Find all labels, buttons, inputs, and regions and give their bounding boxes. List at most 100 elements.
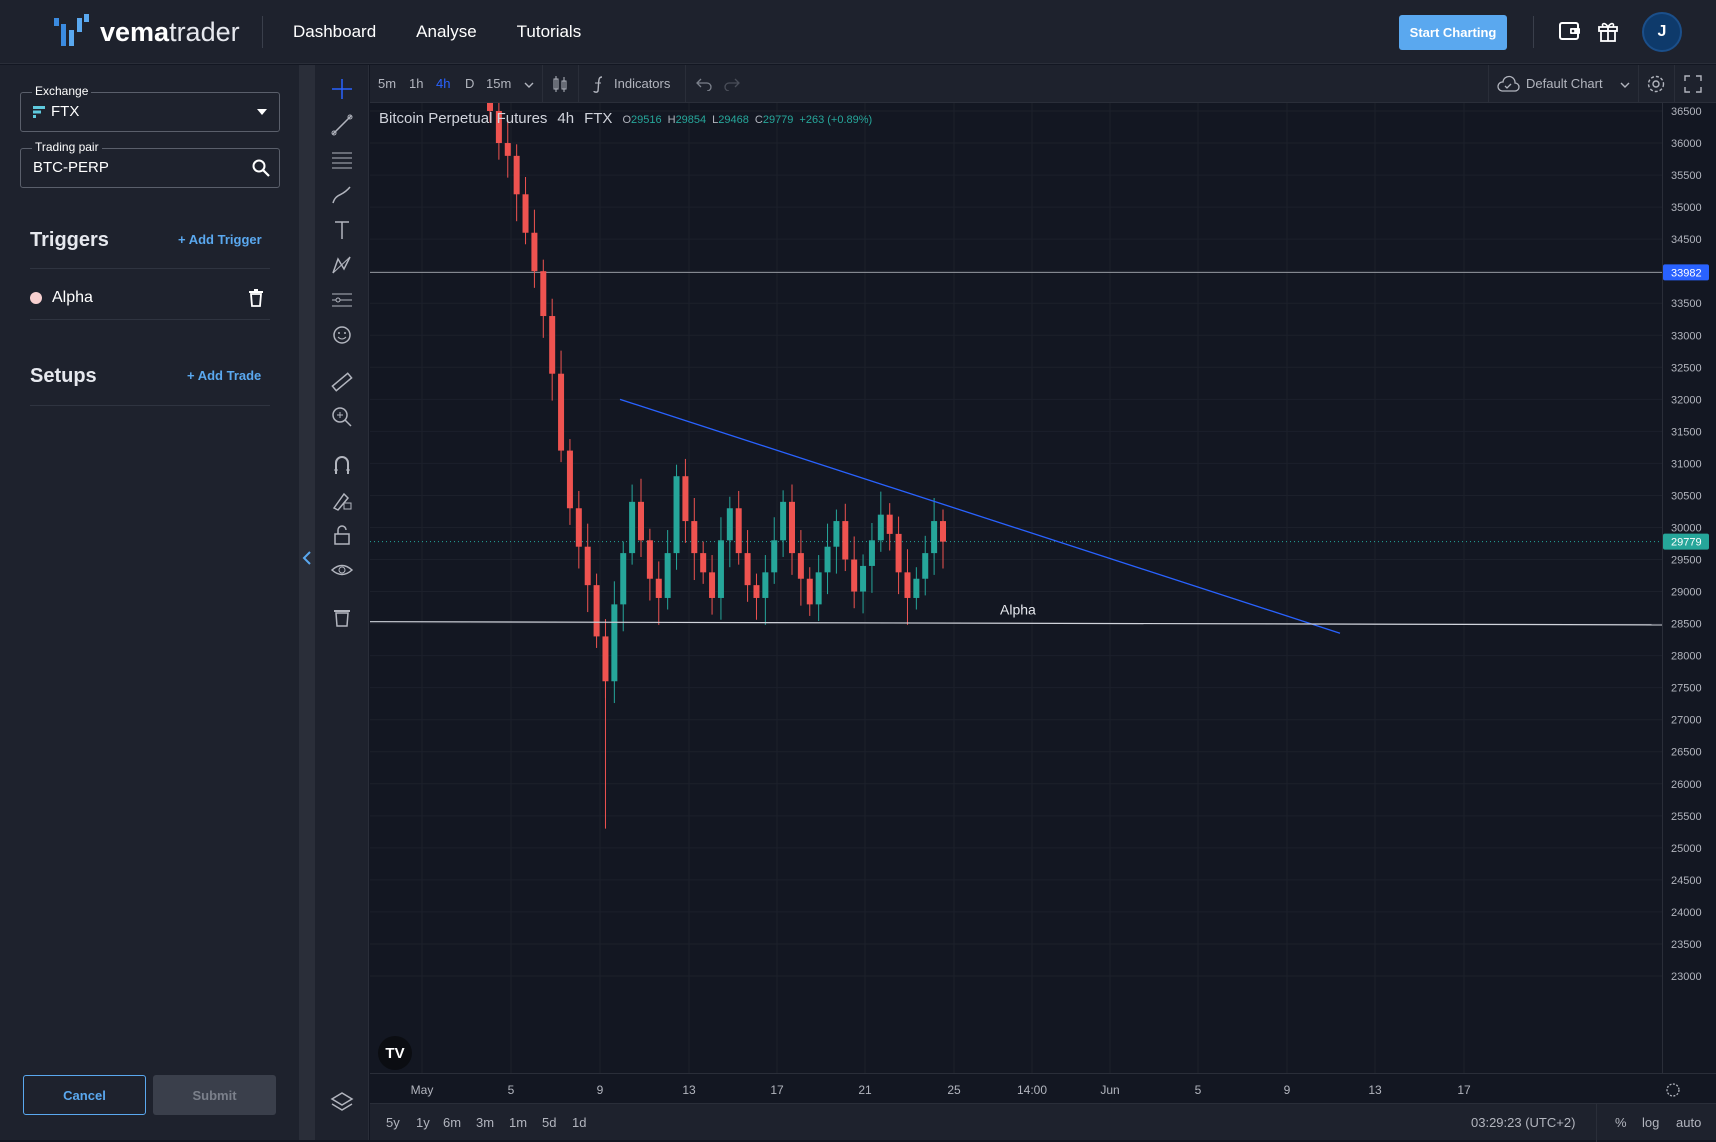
start-charting-button[interactable]: Start Charting <box>1399 15 1507 50</box>
candle-body <box>646 540 653 579</box>
candle-body <box>904 572 911 598</box>
function-icon[interactable] <box>590 75 608 93</box>
chart-toolbar: 5m 1h 4h D 15m Indicators Default Chart <box>370 65 1716 103</box>
cloud-icon[interactable] <box>1496 75 1520 93</box>
zoom-in-icon[interactable] <box>330 405 354 429</box>
eye-icon[interactable] <box>330 558 354 582</box>
nav-tutorials[interactable]: Tutorials <box>516 22 582 41</box>
indicators-button[interactable]: Indicators <box>614 76 671 91</box>
nav-analyse[interactable]: Analyse <box>416 22 477 41</box>
candle-body <box>913 578 920 598</box>
candle <box>682 458 689 543</box>
price-axis[interactable]: 3650036000355003500034500340003350033000… <box>1662 103 1716 1073</box>
candle-body <box>780 501 787 541</box>
candle <box>495 93 502 160</box>
candle <box>558 350 565 463</box>
brand-logo[interactable]: vematrader <box>52 14 240 50</box>
timeframe-d[interactable]: D <box>465 76 475 91</box>
legend-symbol[interactable]: Bitcoin Perpetual Futures <box>379 110 548 127</box>
candle-body <box>824 546 831 573</box>
percent-toggle[interactable]: % <box>1615 1115 1627 1130</box>
undo-icon[interactable] <box>696 77 712 91</box>
tradingview-logo[interactable]: TV <box>378 1036 412 1070</box>
add-trigger-link[interactable]: + Add Trigger <box>178 232 262 247</box>
candle-body <box>566 450 573 509</box>
user-avatar[interactable]: J <box>1642 12 1682 52</box>
trend-line-icon[interactable] <box>330 113 354 137</box>
candle-body <box>833 521 840 547</box>
candle <box>913 567 920 610</box>
trash-icon[interactable] <box>330 605 354 629</box>
ruler-icon[interactable] <box>330 370 354 394</box>
candle <box>895 516 902 595</box>
timeframe-5m[interactable]: 5m <box>378 76 397 91</box>
time-tick-label: Jun <box>1100 1083 1119 1097</box>
sidebar-collapse-strip[interactable] <box>300 65 315 1140</box>
lock-pencil-icon[interactable] <box>330 488 354 512</box>
exchange-select[interactable]: Exchange FTX <box>20 84 280 132</box>
pattern-icon[interactable] <box>330 253 354 277</box>
layout-name[interactable]: Default Chart <box>1526 76 1603 91</box>
candles-icon[interactable] <box>550 74 570 94</box>
submit-button[interactable]: Submit <box>153 1075 276 1115</box>
horizontal-lines-icon[interactable] <box>330 148 354 172</box>
candle-body <box>593 585 600 637</box>
price-chart[interactable]: Alpha <box>369 80 1663 1073</box>
candle-body <box>504 143 511 156</box>
log-toggle[interactable]: log <box>1642 1115 1660 1130</box>
range-1d[interactable]: 1d <box>572 1115 587 1130</box>
search-icon[interactable] <box>251 158 271 178</box>
candle <box>940 509 946 569</box>
time-tick-label: 17 <box>770 1083 784 1097</box>
cancel-button[interactable]: Cancel <box>23 1075 146 1115</box>
trash-icon[interactable] <box>248 289 264 307</box>
price-tick-label: 34500 <box>1671 234 1702 246</box>
lock-icon[interactable] <box>330 523 354 547</box>
layers-icon[interactable] <box>330 1090 354 1114</box>
candle-body <box>655 578 662 598</box>
range-6m[interactable]: 6m <box>443 1115 462 1130</box>
fullscreen-icon[interactable] <box>1684 75 1702 93</box>
gear-icon[interactable] <box>1646 74 1666 94</box>
chevron-left-icon[interactable] <box>302 550 312 566</box>
candle <box>922 535 929 596</box>
candle <box>593 573 600 648</box>
emoji-icon[interactable] <box>330 323 354 347</box>
wallet-icon[interactable] <box>1558 19 1582 43</box>
legend-exchange: FTX <box>584 110 613 127</box>
candle <box>797 530 804 606</box>
gear-icon <box>1666 1083 1680 1097</box>
add-trade-link[interactable]: + Add Trade <box>187 368 262 383</box>
auto-toggle[interactable]: auto <box>1676 1115 1702 1130</box>
trading-pair-input[interactable]: Trading pair BTC-PERP <box>20 140 280 188</box>
chart-pane[interactable]: Alpha <box>369 80 1663 1073</box>
range-1m[interactable]: 1m <box>509 1115 528 1130</box>
candle <box>860 554 867 614</box>
nav-dashboard[interactable]: Dashboard <box>293 22 377 41</box>
range-5d[interactable]: 5d <box>542 1115 557 1130</box>
trigger-item[interactable]: Alpha <box>30 283 270 313</box>
timeframe-4h[interactable]: 4h <box>436 76 451 91</box>
candle <box>762 555 769 625</box>
candle <box>638 478 644 557</box>
range-3m[interactable]: 3m <box>476 1115 495 1130</box>
price-tag <box>1663 533 1709 550</box>
price-tick-label: 29500 <box>1671 555 1702 567</box>
timeframe-1h[interactable]: 1h <box>409 76 424 91</box>
range-1y[interactable]: 1y <box>416 1115 430 1130</box>
crosshair-icon[interactable] <box>330 77 354 101</box>
magnet-icon[interactable] <box>330 453 354 477</box>
redo-icon[interactable] <box>724 77 740 91</box>
price-tick-label: 33000 <box>1671 330 1702 342</box>
timeframe-15m[interactable]: 15m <box>486 76 512 91</box>
range-5y[interactable]: 5y <box>386 1115 400 1130</box>
brush-icon[interactable] <box>330 183 354 207</box>
text-icon[interactable] <box>330 218 354 242</box>
divider <box>30 405 270 406</box>
chevron-down-icon[interactable] <box>1620 81 1630 89</box>
candle-body <box>726 508 733 541</box>
chevron-down-icon[interactable] <box>524 81 534 89</box>
time-axis[interactable]: May 5 9 13 17 21 25 14:00 Jun 5 9 13 17 <box>370 1073 1716 1103</box>
gift-icon[interactable] <box>1596 19 1620 43</box>
forecast-icon[interactable] <box>330 288 354 312</box>
